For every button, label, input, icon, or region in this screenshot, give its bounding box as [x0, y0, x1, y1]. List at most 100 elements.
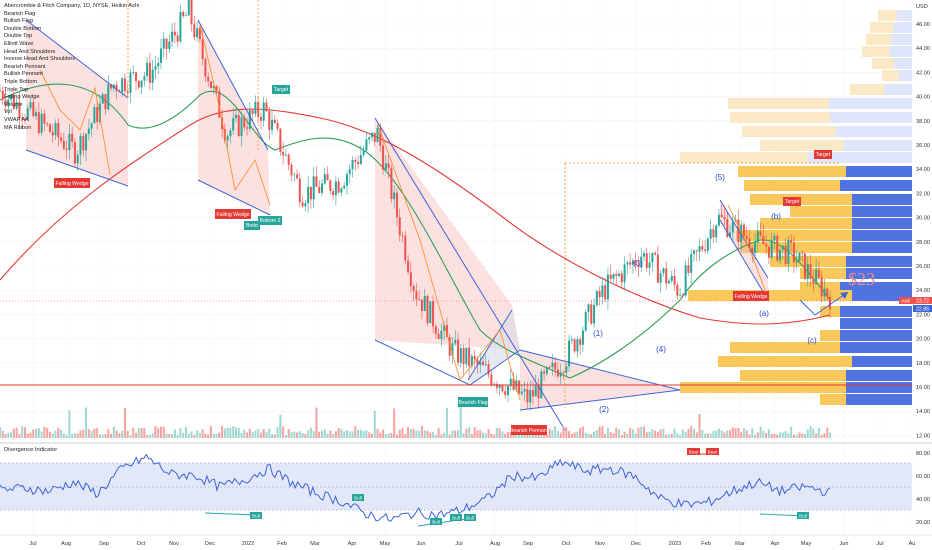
volume-bar — [401, 427, 404, 438]
handwritten-target: $23 — [848, 269, 875, 289]
vp-bar — [680, 382, 846, 393]
volume-bar — [704, 433, 707, 438]
volume-bar — [409, 429, 412, 438]
volume-bar — [12, 428, 15, 438]
legend-item[interactable]: Volume — [4, 101, 23, 108]
price-tick: 44.00 — [916, 46, 930, 52]
candle — [376, 127, 379, 142]
legend-item[interactable]: Bullish Flag — [4, 18, 33, 25]
falling-wedge-shade-1 — [26, 20, 128, 186]
candle — [656, 254, 659, 283]
candle — [107, 84, 110, 110]
time-tick: Jun — [839, 541, 848, 547]
wedge2-lower — [197, 179, 271, 216]
volume-bar — [756, 432, 759, 438]
legend-item[interactable]: Head And Shoulders — [4, 48, 56, 55]
volume-bar — [598, 426, 601, 438]
candle — [437, 333, 440, 339]
legend-item[interactable]: Double Top — [4, 33, 33, 40]
volume-bar — [695, 432, 698, 438]
osc-axis: 80.00 60.00 40.00 20.00 — [916, 451, 930, 526]
candle — [368, 137, 371, 140]
time-tick: May — [801, 541, 812, 547]
volume-bar — [129, 434, 132, 438]
volume-bar — [576, 431, 579, 438]
legend-item[interactable]: Bearish Flag — [4, 10, 36, 17]
vp-bar-alt — [840, 342, 912, 353]
price-tick: 22.00 — [916, 312, 930, 318]
volume-bar — [57, 427, 60, 438]
candle — [576, 339, 579, 352]
candle — [271, 119, 274, 130]
legend-item[interactable]: Triple Bottom — [4, 78, 38, 85]
volume-bar — [190, 431, 193, 438]
candle — [143, 76, 146, 81]
candle — [359, 154, 362, 165]
candle — [296, 174, 299, 179]
bear-upper — [374, 117, 566, 431]
candle — [462, 347, 465, 365]
candle — [634, 260, 637, 265]
candle — [412, 286, 415, 292]
volume-bar — [748, 434, 751, 438]
candle — [534, 385, 537, 397]
volume-bar — [290, 432, 293, 438]
candle — [57, 122, 60, 138]
candle — [531, 390, 534, 397]
legend-item[interactable]: Inverse Head And Shoulders — [4, 56, 76, 63]
candle — [268, 111, 271, 130]
volume-bar — [420, 426, 423, 438]
volume-bar — [293, 431, 296, 438]
volume-bar — [495, 428, 498, 438]
candle — [23, 118, 26, 120]
candle — [731, 221, 734, 233]
candle — [692, 250, 695, 254]
legend-item[interactable]: Falling Wedge — [4, 94, 40, 101]
candle — [110, 84, 113, 89]
volume-bar — [315, 407, 318, 438]
volume-bar — [648, 431, 651, 438]
legend-item[interactable]: VWAP AA — [4, 116, 29, 123]
volume-bar — [684, 431, 687, 438]
legend-item[interactable]: Elliott Wave — [4, 40, 34, 47]
candle — [10, 95, 13, 100]
time-tick: Aug — [490, 541, 500, 547]
volume-bar — [662, 428, 665, 438]
volume-bar — [301, 432, 304, 438]
candle — [418, 299, 421, 301]
legend-item[interactable]: Bullish Pennant — [4, 71, 43, 78]
volume-bar — [504, 433, 507, 438]
candle — [706, 238, 709, 251]
legend-item[interactable]: Bearish Pennant — [4, 63, 46, 70]
volume-bar — [376, 428, 379, 438]
candle — [765, 244, 768, 247]
legend-item[interactable]: Vol — [4, 109, 12, 116]
volume-bar — [90, 430, 93, 438]
bearish-pennant-box — [511, 425, 547, 435]
price-tick: 18.00 — [916, 361, 930, 367]
pattern-shading — [26, 20, 768, 410]
candle — [554, 362, 557, 370]
legend-item[interactable]: Double Bottom — [4, 25, 42, 32]
candle — [740, 224, 743, 243]
volume-bar — [742, 428, 745, 438]
volume-bar — [667, 434, 670, 438]
osc-tick-20: 20.00 — [916, 520, 930, 526]
candle — [237, 114, 240, 136]
candle — [35, 112, 38, 117]
candle — [326, 174, 329, 181]
volume-bar — [154, 426, 157, 438]
falling-wedge-2-box — [215, 209, 251, 219]
volume-bar — [687, 428, 690, 438]
candle — [62, 140, 65, 149]
volume-bar — [454, 430, 457, 438]
volume-bar — [415, 430, 418, 438]
volume-bar — [251, 432, 254, 438]
candle — [348, 169, 351, 175]
volume-bar — [329, 430, 332, 438]
volume-bar — [26, 433, 29, 438]
legend-item[interactable]: MA Ribbon — [4, 124, 32, 131]
volume-bar — [312, 431, 315, 438]
legend-item[interactable]: Triple Top — [4, 86, 29, 93]
